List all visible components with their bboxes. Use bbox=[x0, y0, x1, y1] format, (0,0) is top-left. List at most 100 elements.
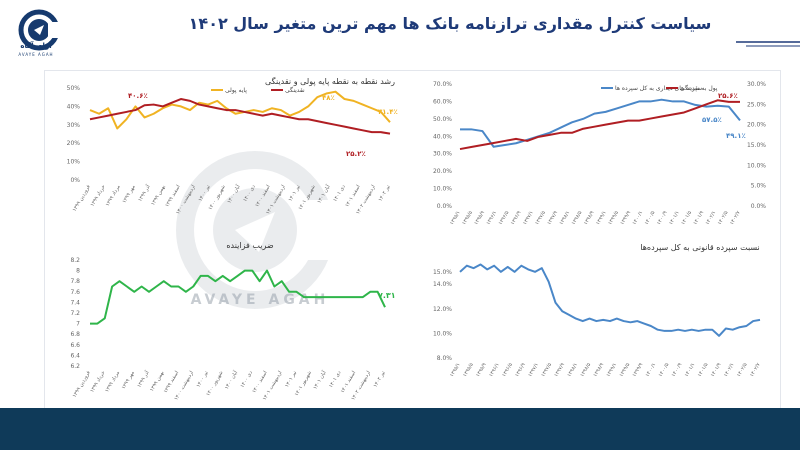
y-tick-label-right: 5.0% bbox=[751, 183, 767, 190]
frame-divider bbox=[44, 70, 780, 71]
brand-latin: AVAYE AGAH bbox=[18, 52, 54, 57]
x-tick-label: ۱۳۹۵/۱ bbox=[449, 362, 462, 378]
y-tick-label: 8.2 bbox=[70, 257, 80, 264]
series-line-money-to-liquidity bbox=[459, 99, 740, 151]
x-tick-label: تیر ۱۴۰۱ bbox=[288, 183, 302, 202]
x-tick-label: مهر ۱۳۹۹ bbox=[121, 370, 136, 391]
x-tick-label: ۱۳۹۷/۹ bbox=[553, 362, 566, 378]
x-tick-label: دی ۱۴۰۱ bbox=[332, 184, 346, 203]
x-tick-label: ۱۳۹۷/۵ bbox=[540, 362, 553, 378]
x-tick-label: ۱۳۹۶/۱ bbox=[485, 210, 498, 226]
y-tick-label: 6.6 bbox=[70, 342, 80, 349]
x-tick-label: ۱۴۰۱/۱ bbox=[668, 210, 681, 226]
legend-label: نقدینگی bbox=[285, 86, 305, 94]
y-tick-label: 7.2 bbox=[70, 310, 80, 317]
x-tick-label: فروردین ۱۳۹۹ bbox=[72, 183, 92, 212]
x-tick-label: فروردین ۱۳۹۹ bbox=[72, 369, 92, 398]
x-tick-label: ۱۳۹۹/۹ bbox=[619, 210, 632, 226]
x-tick-label: ۱۳۹۷/۹ bbox=[546, 210, 559, 226]
legend-label: سپرده های دیداری به کل سپرده ها bbox=[615, 85, 702, 92]
y-tick-label-right: 30.0% bbox=[747, 81, 766, 88]
x-tick-label: ۱۳۹۵/۵ bbox=[461, 210, 474, 226]
x-tick-label: دی ۱۴۰۰ bbox=[240, 370, 254, 389]
y-tick-label-right: 15.0% bbox=[747, 142, 766, 149]
x-tick-label: ۱۳۹۸/۹ bbox=[583, 210, 596, 226]
x-tick-label: ۱۳۹۸/۹ bbox=[592, 362, 605, 378]
y-tick-label-right: 20.0% bbox=[747, 122, 766, 129]
annotation-label: ۵۷.۵٪ bbox=[702, 116, 722, 124]
legend-label: پول به نقدینگی bbox=[680, 84, 718, 92]
x-tick-label: ۱۳۹۶/۹ bbox=[510, 210, 523, 226]
x-tick-label: ۱۴۰۱/۵ bbox=[680, 210, 693, 226]
y-tick-label-right: 25.0% bbox=[747, 101, 766, 108]
y-tick-label: 14.0% bbox=[433, 281, 452, 288]
growth-chart: رشد نقطه به نقطه پایه پولی و نقدینگی پایه… bbox=[67, 76, 398, 216]
y-tick-label: 10.0% bbox=[433, 330, 452, 337]
y-tick-label-left: 20.0% bbox=[433, 168, 452, 175]
y-tick-label: 15.0% bbox=[433, 269, 452, 276]
x-tick-label: مرداد ۱۳۹۹ bbox=[105, 184, 122, 208]
watermark-logo-icon bbox=[176, 151, 355, 309]
x-tick-label: دی ۱۴۰۱ bbox=[328, 370, 342, 389]
x-tick-label: ۱۴۰۱/۹ bbox=[692, 210, 705, 226]
frame-divider bbox=[44, 70, 45, 408]
x-tick-label: ۱۳۹۷/۱ bbox=[522, 210, 535, 226]
x-tick-label: ۱۳۹۹/۱ bbox=[605, 362, 618, 378]
x-tick-label: تیر ۱۴۰۰ bbox=[196, 369, 210, 388]
x-tick-label: آبان ۱۴۰۰ bbox=[226, 183, 243, 205]
x-tick-label: ۱۴۰۲/۵ bbox=[717, 210, 730, 226]
x-tick-label: ۱۴۰۲/۷ bbox=[729, 210, 742, 226]
decorative-stripes-icon bbox=[736, 41, 800, 47]
chart-title: نسبت سپرده قانونی به کل سپرده‌ها bbox=[640, 243, 759, 252]
x-tick-label: ۱۳۹۸/۵ bbox=[571, 210, 584, 226]
y-tick-label-left: 50.0% bbox=[433, 116, 452, 123]
annotation-label: ۴۸٪ bbox=[322, 94, 335, 102]
x-tick-label: ۱۴۰۱/۹ bbox=[710, 362, 723, 378]
series-line-reserve-ratio bbox=[459, 263, 761, 337]
x-tick-label: ۱۳۹۹/۹ bbox=[632, 362, 645, 378]
x-tick-label: ۱۳۹۶/۱ bbox=[488, 362, 501, 378]
x-tick-label: ۱۳۹۵/۹ bbox=[475, 362, 488, 378]
x-tick-label: ۱۳۹۸/۵ bbox=[579, 362, 592, 378]
x-tick-label: ۱۳۹۵/۵ bbox=[462, 362, 475, 378]
footer-bar bbox=[0, 408, 800, 450]
y-tick-label: 6.2 bbox=[70, 363, 80, 370]
y-tick-label-left: 70.0% bbox=[433, 81, 452, 88]
x-tick-label: بهمن ۱۳۹۹ bbox=[150, 184, 167, 207]
brand-name: آوای آگاه bbox=[20, 42, 52, 50]
x-tick-label: ۱۴۰۰/۱ bbox=[632, 210, 645, 226]
y-tick-label: 6.4 bbox=[70, 352, 80, 359]
x-tick-label: آبان ۱۴۰۱ bbox=[316, 183, 333, 205]
y-tick-label: 0% bbox=[70, 177, 80, 184]
annotation-label: ۴۰.۶٪ bbox=[128, 92, 148, 100]
x-tick-label: ۱۳۹۷/۵ bbox=[534, 210, 547, 226]
y-tick-label: 12.0% bbox=[433, 306, 452, 313]
x-tick-label: ۱۳۹۶/۹ bbox=[514, 362, 527, 378]
x-tick-label: تیر ۱۴۰۲ bbox=[378, 183, 392, 202]
y-tick-label: 10% bbox=[67, 159, 81, 166]
chart-title: ضریب فزاینده bbox=[226, 241, 274, 250]
x-tick-label: ۱۴۰۰/۱ bbox=[645, 362, 658, 378]
series-line-multiplier bbox=[90, 269, 386, 325]
x-tick-label: آذر ۱۳۹۹ bbox=[136, 183, 152, 203]
x-tick-label: ۱۴۰۲/۱ bbox=[723, 362, 736, 378]
y-tick-label-left: 10.0% bbox=[433, 186, 452, 193]
x-tick-label: ۱۳۹۵/۹ bbox=[473, 210, 486, 226]
y-tick-label: 8 bbox=[76, 268, 80, 275]
x-tick-label: آبان ۱۴۰۱ bbox=[312, 369, 329, 391]
chart-title: رشد نقطه به نقطه پایه پولی و نقدینگی bbox=[265, 76, 395, 86]
series-line-demand-deposits bbox=[460, 98, 741, 148]
y-tick-label: 8.0% bbox=[437, 355, 453, 362]
y-tick-label: 20% bbox=[67, 140, 81, 147]
x-tick-label: مرداد ۱۳۹۹ bbox=[104, 370, 121, 394]
annotation-label: ۲۵.۶٪ bbox=[718, 92, 738, 100]
y-tick-label: 7 bbox=[76, 321, 80, 328]
x-tick-label: ۱۳۹۵/۱ bbox=[449, 210, 462, 226]
y-tick-label: 40% bbox=[67, 103, 81, 110]
y-tick-label-left: 40.0% bbox=[433, 133, 452, 140]
x-tick-label: تیر ۱۴۰۲ bbox=[373, 369, 387, 388]
series-line-monetary-base bbox=[89, 90, 391, 130]
x-tick-label: ۱۴۰۰/۹ bbox=[656, 210, 669, 226]
